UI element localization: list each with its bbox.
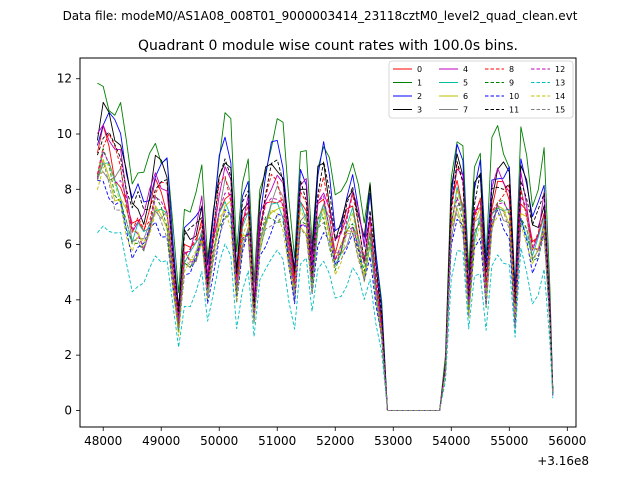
y-tick-label-2: 2 [64, 348, 72, 362]
series-line-11 [96, 131, 554, 411]
series-line-7 [97, 167, 554, 411]
legend-label-12: 12 [555, 65, 565, 74]
legend-label-6: 6 [463, 92, 468, 101]
x-tick-label-54000: 54000 [432, 434, 470, 448]
legend-label-14: 14 [555, 92, 565, 101]
legend-label-3: 3 [417, 106, 422, 115]
series-line-15 [96, 161, 554, 411]
legend-label-15: 15 [555, 106, 565, 115]
x-tick-label-53000: 53000 [374, 434, 412, 448]
legend-label-4: 4 [463, 65, 468, 74]
x-tick-label-49000: 49000 [142, 434, 180, 448]
legend-label-11: 11 [509, 106, 519, 115]
series-line-14 [96, 163, 554, 411]
series-line-1 [97, 82, 554, 411]
y-tick-label-8: 8 [64, 182, 72, 196]
series-line-10 [97, 179, 554, 411]
axes: 48000 49000 50000 51000 52000 53000 54000 55000… [57, 57, 586, 448]
y-tick-label-10: 10 [57, 127, 72, 141]
series-line-12 [96, 151, 554, 411]
legend-label-7: 7 [463, 106, 468, 115]
x-tick-label-51000: 51000 [258, 434, 296, 448]
series-line-8 [96, 133, 554, 411]
legend-label-13: 13 [555, 79, 565, 88]
x-tick-label-52000: 52000 [316, 434, 354, 448]
legend-label-0: 0 [417, 65, 422, 74]
series-lines [96, 82, 554, 411]
y-tick-label-0: 0 [64, 403, 72, 417]
legend-box [388, 60, 574, 119]
x-tick-label-48000: 48000 [84, 434, 122, 448]
legend-label-9: 9 [509, 79, 514, 88]
suptitle: Data file: modeM0/AS1A08_008T01_90000034… [63, 9, 578, 23]
legend-label-8: 8 [509, 65, 514, 74]
legend-label-1: 1 [417, 79, 422, 88]
series-line-2 [96, 111, 554, 411]
x-tick-label-55000: 55000 [490, 434, 528, 448]
x-tick-label-50000: 50000 [200, 434, 238, 448]
y-tick-label-12: 12 [57, 72, 72, 86]
x-offset-label: +3.16e8 [537, 454, 589, 468]
chart-title: Quadrant 0 module wise count rates with … [138, 38, 518, 54]
y-tick-label-6: 6 [64, 238, 72, 252]
y-tick-label-4: 4 [64, 293, 72, 307]
legend-label-2: 2 [417, 92, 422, 101]
x-tick-label-56000: 56000 [548, 434, 586, 448]
legend-label-5: 5 [463, 79, 468, 88]
series-line-13 [97, 225, 554, 411]
plot-frame [79, 57, 577, 428]
legend-label-10: 10 [509, 92, 519, 101]
